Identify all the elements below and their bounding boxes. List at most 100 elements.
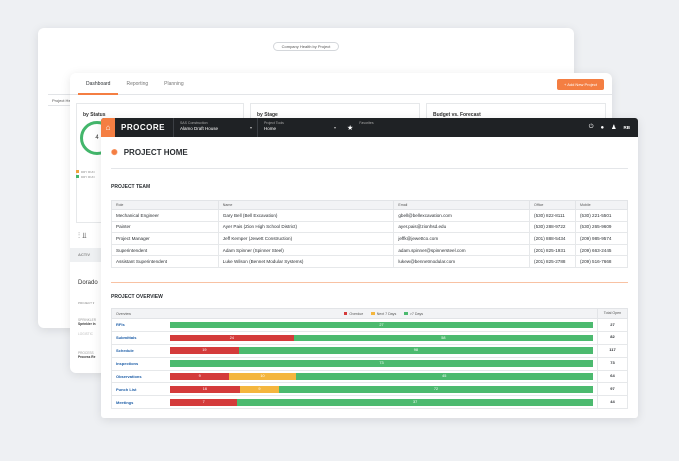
team-cell[interactable]: jeffk@jewettco.com	[393, 232, 531, 245]
project-name[interactable]: Dorado	[78, 280, 98, 286]
bar-segment-later[interactable]: 58	[293, 334, 593, 342]
overview-row: Inspections 73 73	[111, 357, 628, 371]
add-new-project-button[interactable]: + Add New Project	[556, 79, 604, 90]
overview-row-label[interactable]: RFIs	[116, 322, 125, 328]
overview-row-label[interactable]: Meetings	[116, 399, 134, 405]
tab-planning[interactable]: Planning	[164, 80, 184, 87]
project-team-table: Role Name Email Office Mobile Mechanical Eng…	[111, 200, 628, 268]
overview-bar[interactable]: 24 58	[170, 334, 597, 342]
stage-panel-title: by Stage	[257, 112, 278, 118]
overview-bar[interactable]: 19 98	[170, 347, 597, 354]
bar-segment-later[interactable]: 73	[170, 360, 593, 367]
total-open-value: 82	[597, 331, 627, 345]
legend-swatch	[371, 311, 375, 315]
favorites-label[interactable]: Favorites	[359, 120, 374, 125]
bar-segment-later[interactable]: 72	[279, 386, 593, 393]
chevron-down-icon[interactable]: ▾	[92, 301, 95, 305]
team-cell: Mechanical Engineer	[111, 209, 219, 222]
table-row: Project Manager Jeff Kemper (Jewett Const…	[111, 232, 628, 245]
total-open-col-label: Total Open	[597, 308, 627, 319]
project-overview-table: Overview Overdue Next 7 Days >7 Days Total…	[111, 308, 628, 410]
overview-bar[interactable]: 73	[170, 360, 597, 367]
team-cell: Assistant Superintendent	[111, 255, 219, 268]
overview-bar[interactable]: 9 10 45	[170, 373, 597, 380]
legend-label: Overdue	[349, 311, 364, 316]
company-selector[interactable]: SAS Construction Alamo Draft House ▾	[172, 118, 257, 137]
overview-row: Submittals 24 58 82	[111, 331, 628, 345]
total-open-value: 73	[597, 357, 627, 371]
team-cell[interactable]: lukew@bennetmodular.com	[393, 255, 531, 268]
team-column-header[interactable]: Email	[393, 200, 531, 210]
bar-segment-overdue[interactable]: 16	[170, 386, 240, 393]
legend-item: DRY RUN	[81, 175, 95, 179]
bar-segment-later[interactable]: 45	[295, 373, 593, 380]
team-column-header[interactable]: Office	[529, 200, 577, 210]
plug-icon[interactable]: ⏻	[588, 124, 594, 130]
project-team-title: PROJECT TEAM	[111, 184, 151, 190]
user-avatar[interactable]: RB	[623, 125, 631, 130]
team-column-header[interactable]: Mobile	[575, 200, 628, 210]
team-cell: (201) 888-5434	[529, 232, 577, 245]
overview-row-label[interactable]: Punch List	[116, 386, 137, 392]
team-cell[interactable]: gbell@bellexcavation.com	[393, 209, 531, 222]
bar-segment-overdue[interactable]: 19	[170, 347, 239, 354]
project-tools-selector[interactable]: Project Tools Home ▾	[256, 118, 341, 137]
chevron-down-icon: ▾	[333, 125, 336, 130]
overview-bar[interactable]: 16 9 72	[170, 386, 597, 393]
help-icon[interactable]: ●	[600, 124, 605, 131]
overview-row: Meetings 7 37 44	[111, 395, 628, 410]
tools-value: Home	[263, 126, 276, 131]
column-header[interactable]: Project Health	[52, 97, 78, 103]
bar-segment-overdue[interactable]: 9	[170, 373, 230, 380]
overview-row-label[interactable]: Submittals	[116, 335, 137, 341]
tab-dashboard[interactable]: Dashboard	[78, 73, 119, 95]
overview-bar[interactable]: 27	[170, 321, 597, 329]
bar-segment-next7[interactable]: 10	[229, 373, 296, 380]
team-cell[interactable]: ayer.pais@zionhsd.edu	[393, 220, 531, 234]
overview-row-label[interactable]: Schedule	[116, 348, 134, 354]
bar-segment-next7[interactable]: 9	[239, 386, 279, 393]
subitem-sprinkler: SPRINKLER Sprinkler In LOGISTIC	[70, 318, 104, 336]
subitem-value: Sprinkler In	[78, 322, 96, 326]
divider	[111, 282, 628, 283]
procore-logo[interactable]: PROCORE	[121, 123, 165, 132]
table-row: Superintendent Adam Spinner (Spinner Stee…	[111, 243, 628, 257]
bar-segment-overdue[interactable]: 24	[170, 334, 294, 342]
table-row: Mechanical Engineer Gary Bell (Bell Excav…	[111, 209, 628, 222]
tab-reporting[interactable]: Reporting	[126, 80, 149, 87]
bar-segment-later[interactable]: 27	[170, 321, 593, 329]
legend-item: Overdue	[343, 311, 364, 316]
team-cell: Luke Wilson (Bennet Modular Systems)	[217, 255, 395, 268]
bar-segment-later[interactable]: 37	[237, 399, 593, 406]
team-column-header[interactable]: Role	[111, 200, 219, 210]
chevron-down-icon: ▾	[249, 125, 252, 130]
team-cell[interactable]: adam.spinner@spinnersteel.com	[393, 243, 531, 257]
bar-segment-later[interactable]: 98	[238, 347, 593, 354]
filter-icon: ⫶	[78, 231, 82, 240]
gear-icon[interactable]: ✺	[111, 148, 118, 157]
status-legend: DRY RUN DRY RUN	[76, 170, 95, 180]
star-icon[interactable]: ★	[346, 124, 354, 132]
team-cell: Gary Bell (Bell Excavation)	[217, 209, 395, 222]
overview-col-label: Overview	[116, 311, 131, 316]
filter-icons[interactable]: ⫶⫫	[70, 231, 104, 241]
team-cell: (530) 822-8111	[529, 209, 577, 222]
table-row: Assistant Superintendent Luke Wilson (Ben…	[111, 255, 628, 268]
overview-row-label[interactable]: Observations	[116, 374, 142, 379]
actions-header: ACTIV	[70, 248, 104, 262]
team-column-header[interactable]: Name	[217, 200, 395, 210]
team-cell: (530) 221-5501	[575, 209, 628, 222]
total-open-value: 117	[597, 344, 627, 358]
project-home-window: ⌂ PROCORE SAS Construction Alamo Draft H…	[101, 118, 638, 418]
legend-item: >7 Days	[404, 311, 423, 316]
overview-row-label[interactable]: Inspections	[116, 361, 139, 367]
legend-item: DRY RUN	[81, 170, 95, 174]
total-open-value: 64	[597, 370, 627, 383]
home-icon[interactable]: ⌂	[101, 118, 115, 137]
team-cell: Jeff Kemper (Jewett Construction)	[217, 232, 395, 245]
divider	[111, 168, 628, 169]
overview-bar[interactable]: 7 37	[170, 399, 597, 406]
bell-icon[interactable]: ♟	[611, 125, 617, 131]
bar-segment-overdue[interactable]: 7	[170, 399, 238, 406]
subitem-label: LOGISTIC	[78, 332, 93, 336]
